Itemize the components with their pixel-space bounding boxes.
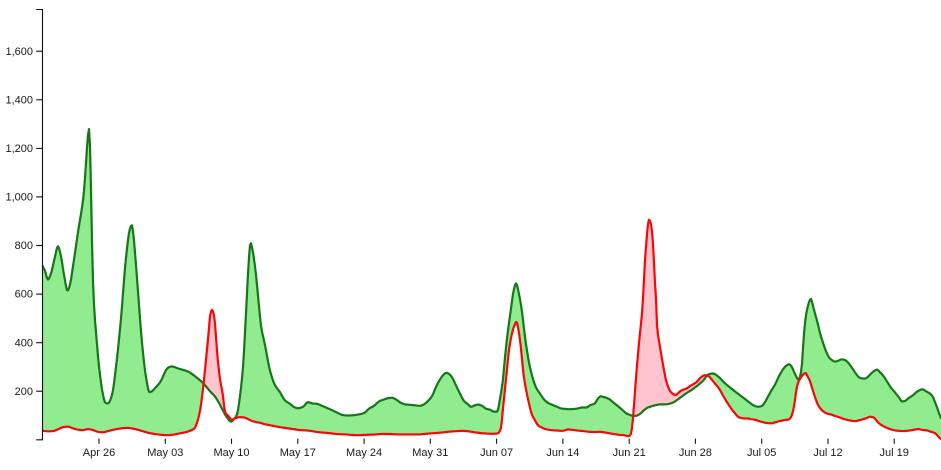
svg-text:1,600: 1,600 xyxy=(5,46,33,58)
svg-text:400: 400 xyxy=(15,337,33,349)
svg-text:Jun 28: Jun 28 xyxy=(679,447,712,459)
svg-text:200: 200 xyxy=(15,386,33,398)
svg-text:May 24: May 24 xyxy=(346,447,382,459)
svg-text:Jul 05: Jul 05 xyxy=(747,447,776,459)
svg-text:Jul 19: Jul 19 xyxy=(880,447,909,459)
svg-text:1,400: 1,400 xyxy=(5,94,33,106)
svg-text:Jun 21: Jun 21 xyxy=(613,447,646,459)
svg-text:1,000: 1,000 xyxy=(5,192,33,204)
svg-text:Jun 14: Jun 14 xyxy=(546,447,579,459)
svg-text:May 10: May 10 xyxy=(213,447,249,459)
svg-text:Jun 07: Jun 07 xyxy=(480,447,513,459)
svg-text:1,200: 1,200 xyxy=(5,143,33,155)
svg-text:May 03: May 03 xyxy=(147,447,183,459)
svg-text:Apr 26: Apr 26 xyxy=(83,447,115,459)
svg-text:Jul 12: Jul 12 xyxy=(813,447,842,459)
svg-text:May 17: May 17 xyxy=(280,447,316,459)
svg-text:800: 800 xyxy=(15,240,33,252)
svg-text:May 31: May 31 xyxy=(412,447,448,459)
svg-text:600: 600 xyxy=(15,289,33,301)
